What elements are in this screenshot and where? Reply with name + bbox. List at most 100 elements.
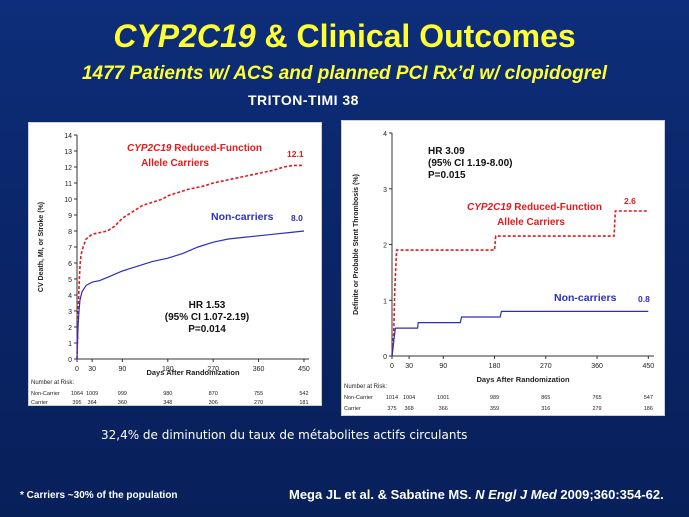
st-x-tick-label: 90 [439,363,447,370]
st-noncarrier-line [391,310,649,357]
cv-x-tick-label: 450 [298,366,310,373]
trial-name: TRITON-TIMI 38 [248,92,359,108]
cv-y-tick-label: 12 [64,165,72,172]
cv-hr-annotation: (95% CI 1.07-2.19) [165,312,250,323]
chart-stent-thrombosis: 0 1 2 3 4 0 30 90 180 270 360 450 Definite or Probab… [344,131,654,412]
st-x-tick-label: 360 [591,363,603,370]
st-risk-value: 368 [404,406,413,412]
st-y-tick-label: 3 [383,187,387,194]
slide-title: CYP2C19 & Clinical Outcomes [0,18,689,54]
cv-y-tick-label: 7 [68,245,72,252]
cv-risk-value: 306 [209,400,218,405]
st-risk-value: 316 [541,406,550,412]
st-risk-value: 1001 [437,395,449,401]
st-risk-row-name: Non-Carrier [344,395,373,401]
st-y-tick-label: 2 [383,243,387,250]
cv-y-tick-label: 13 [64,149,72,156]
cv-y-tick-label: 3 [68,309,72,316]
cv-carrier-line [76,164,304,360]
st-hr-annotation: P=0.015 [428,170,466,181]
cv-x-tick-label: 270 [207,366,219,373]
cv-y-tick-label: 9 [68,213,72,220]
st-risk-value: 366 [439,406,448,412]
cv-y-tick-label: 14 [64,133,72,140]
st-risk-label: Number at Risk: [344,384,387,390]
cv-noncarrier-label: Non-carriers [211,211,274,223]
st-y-tick-label: 1 [383,298,387,305]
st-carrier-label-line2: Allele Carriers [497,217,565,228]
cv-risk-value: 980 [163,391,172,397]
st-noncarrier-end-value: 0.8 [638,294,650,304]
cv-x-tick-label: 0 [75,366,79,373]
cv-risk-value: 348 [163,400,172,405]
cv-y-tick-label: 2 [68,325,72,332]
chart-panel-stent-thrombosis: 0 1 2 3 4 0 30 90 180 270 360 450 Definite or Probab… [341,120,665,416]
st-x-tick-label: 450 [642,363,654,370]
cv-risk-value: 1009 [86,391,98,397]
cv-x-tick-label: 180 [162,366,174,373]
citation: Mega JL et al. & Sabatine MS. N Engl J M… [289,487,664,502]
chart-panel-cv-outcomes: 0 1 2 3 4 5 6 7 8 9 10 11 12 13 14 0 30 90 180 270 360 450 CV … [28,122,322,406]
cv-hr-annotation: P=0.014 [188,324,226,335]
cv-y-tick-label: 8 [68,229,72,236]
cv-carrier-label: CYP2C19 Reduced-Function [127,143,262,154]
cv-risk-value: 1064 [71,391,83,397]
st-x-tick-label: 0 [390,363,394,370]
st-risk-value: 765 [592,395,601,401]
cv-risk-value: 870 [209,391,218,397]
cv-y-tick-label: 10 [64,197,72,204]
cv-risk-value: 999 [118,391,127,397]
st-hr-annotation: (95% CI 1.19-8.00) [428,158,513,169]
st-carrier-line [391,210,649,357]
cv-x-tick-label: 90 [118,366,126,373]
st-risk-value: 1004 [403,395,415,401]
cv-risk-value: 395 [72,400,81,405]
cv-y-tick-label: 0 [68,357,72,364]
st-x-tick-label: 270 [540,363,552,370]
st-noncarrier-label: Non-carriers [554,292,617,304]
cv-risk-row-name: Non-Carrier [31,391,60,397]
st-risk-value: 375 [387,406,396,412]
st-risk-row-name: Carrier [344,406,361,412]
cv-risk-label: Number at Risk: [31,380,74,386]
cv-noncarrier-end-value: 8.0 [291,213,303,223]
st-risk-value: 1014 [386,395,398,401]
citation-journal: N Engl J Med [475,487,557,502]
st-risk-value: 989 [490,395,499,401]
title-rest: & Clinical Outcomes [255,18,576,54]
st-y-axis-label: Definite or Probable Stent Thrombosis (%… [353,174,360,315]
metabolite-note: 32,4% de diminution du taux de métabolit… [101,428,468,442]
st-hr-annotation: HR 3.09 [428,146,465,157]
cv-risk-value: 542 [299,391,308,397]
cv-y-axis-label: CV Death, MI, or Stroke (%) [38,202,45,292]
st-carrier-label: CYP2C19 Reduced-Function [467,202,602,213]
cv-y-tick-label: 1 [68,341,72,348]
citation-authors: Mega JL et al. & Sabatine MS. [289,487,476,502]
st-y-tick-label: 4 [383,131,387,138]
carrier-footnote: * Carriers ~30% of the population [20,490,178,501]
cv-carrier-label-rest: Reduced-Function [171,143,262,154]
cv-y-tick-label: 11 [65,181,72,188]
st-carrier-end-value: 2.6 [624,196,636,206]
cv-y-tick-label: 5 [68,277,72,284]
cv-risk-value: 364 [88,400,97,405]
cv-risk-value: 270 [254,400,263,405]
cv-risk-row-name: Carrier [31,400,48,405]
cv-x-tick-label: 360 [253,366,265,373]
cv-carrier-label-line2: Allele Carriers [141,158,209,169]
cv-y-tick-label: 4 [68,293,72,300]
title-gene: CYP2C19 [113,18,256,54]
cv-y-tick-label: 6 [68,261,72,268]
cv-risk-value: 360 [118,400,127,405]
st-risk-value: 359 [490,406,499,412]
st-x-tick-label: 30 [405,363,413,370]
st-risk-value: 865 [541,395,550,401]
slide-subtitle: 1477 Patients w/ ACS and planned PCI Rx’… [81,63,608,84]
cv-carrier-end-value: 12.1 [287,149,304,159]
st-x-axis-label: Days After Randomization [476,375,569,384]
cv-hr-annotation: HR 1.53 [189,300,226,311]
cv-carrier-label-gene: CYP2C19 [127,143,172,154]
cv-x-tick-label: 30 [88,366,96,373]
st-risk-value: 186 [644,406,653,412]
